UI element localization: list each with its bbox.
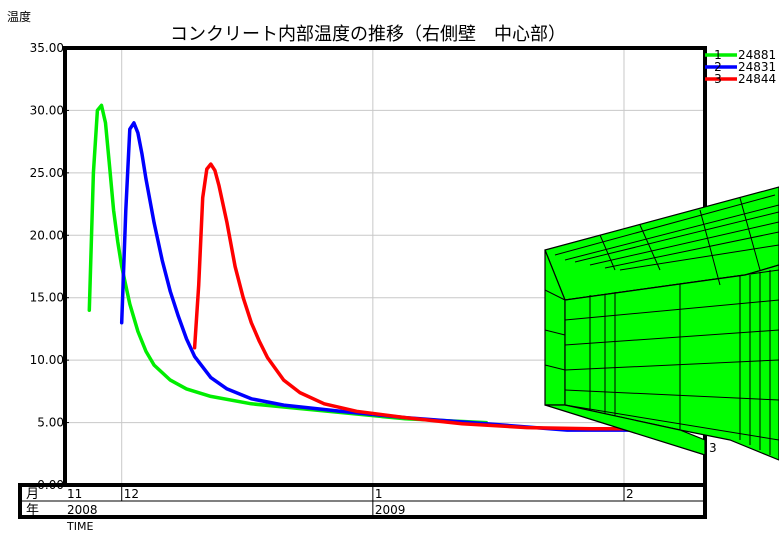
mesh-line bbox=[564, 299, 779, 321]
mesh-line bbox=[589, 221, 779, 266]
mesh-line bbox=[639, 224, 661, 271]
y-tick-label: 10.00 bbox=[30, 353, 64, 367]
mesh-line bbox=[554, 194, 776, 256]
y-axis: 0.00 5.00 10.00 15.00 20.00 25.00 30.00 35.00 bbox=[30, 41, 69, 492]
mesh-line bbox=[564, 359, 779, 371]
month-tick-label: 2 bbox=[626, 487, 634, 501]
mesh-line bbox=[574, 211, 779, 263]
model-node-label: 3 bbox=[709, 441, 717, 455]
y-axis-label: 温度 bbox=[7, 9, 31, 24]
mesh-line bbox=[544, 364, 566, 371]
mesh-line bbox=[604, 231, 779, 269]
y-tick-label: 0.00 bbox=[37, 478, 64, 492]
mesh-line bbox=[544, 289, 566, 301]
mesh-line bbox=[564, 329, 779, 346]
model-inner-face bbox=[544, 404, 706, 456]
y-tick-label: 30.00 bbox=[30, 103, 64, 117]
mesh-line bbox=[699, 209, 721, 286]
series-lines bbox=[87, 103, 642, 432]
legend-label-3: 24844 bbox=[738, 72, 776, 86]
year-row-label: 年 bbox=[26, 503, 39, 518]
mesh-line bbox=[564, 204, 779, 261]
legend: 1 24881 2 24831 3 24844 bbox=[705, 48, 776, 86]
y-tick-label: 15.00 bbox=[30, 291, 64, 305]
mesh-line bbox=[619, 244, 779, 271]
chart-title: コンクリート内部温度の推移（右側壁 中心部） bbox=[170, 24, 566, 45]
y-tick-label: 20.00 bbox=[30, 228, 64, 242]
y-tick-label: 25.00 bbox=[30, 166, 64, 180]
mesh-line bbox=[564, 389, 779, 401]
month-row-label: 月 bbox=[26, 487, 39, 502]
mesh-line bbox=[544, 329, 566, 336]
y-tick-label: 35.00 bbox=[30, 41, 64, 55]
month-tick-label: 1 bbox=[375, 487, 383, 501]
series-line-3 bbox=[192, 162, 642, 431]
mesh-line bbox=[564, 404, 779, 441]
y-tick-label: 5.00 bbox=[37, 416, 64, 430]
mesh-line bbox=[599, 234, 616, 271]
mesh-line bbox=[739, 197, 761, 271]
year-tick-label: 2009 bbox=[375, 503, 406, 517]
x-axis-label: TIME bbox=[66, 520, 93, 533]
month-tick-label: 12 bbox=[124, 487, 139, 501]
series-line-1 bbox=[87, 103, 489, 425]
mesh-line bbox=[564, 269, 779, 301]
legend-label-1: 24881 bbox=[738, 48, 776, 62]
legend-label-2: 24831 bbox=[738, 60, 776, 74]
year-tick-label: 2008 bbox=[67, 503, 98, 517]
legend-index-1: 1 bbox=[714, 48, 722, 62]
month-tick-label: 11 bbox=[67, 487, 82, 501]
legend-index-3: 3 bbox=[714, 72, 722, 86]
model-mesh-lines bbox=[544, 194, 779, 455]
legend-index-2: 2 bbox=[714, 60, 722, 74]
fe-model-overlay: 3 bbox=[544, 186, 779, 461]
